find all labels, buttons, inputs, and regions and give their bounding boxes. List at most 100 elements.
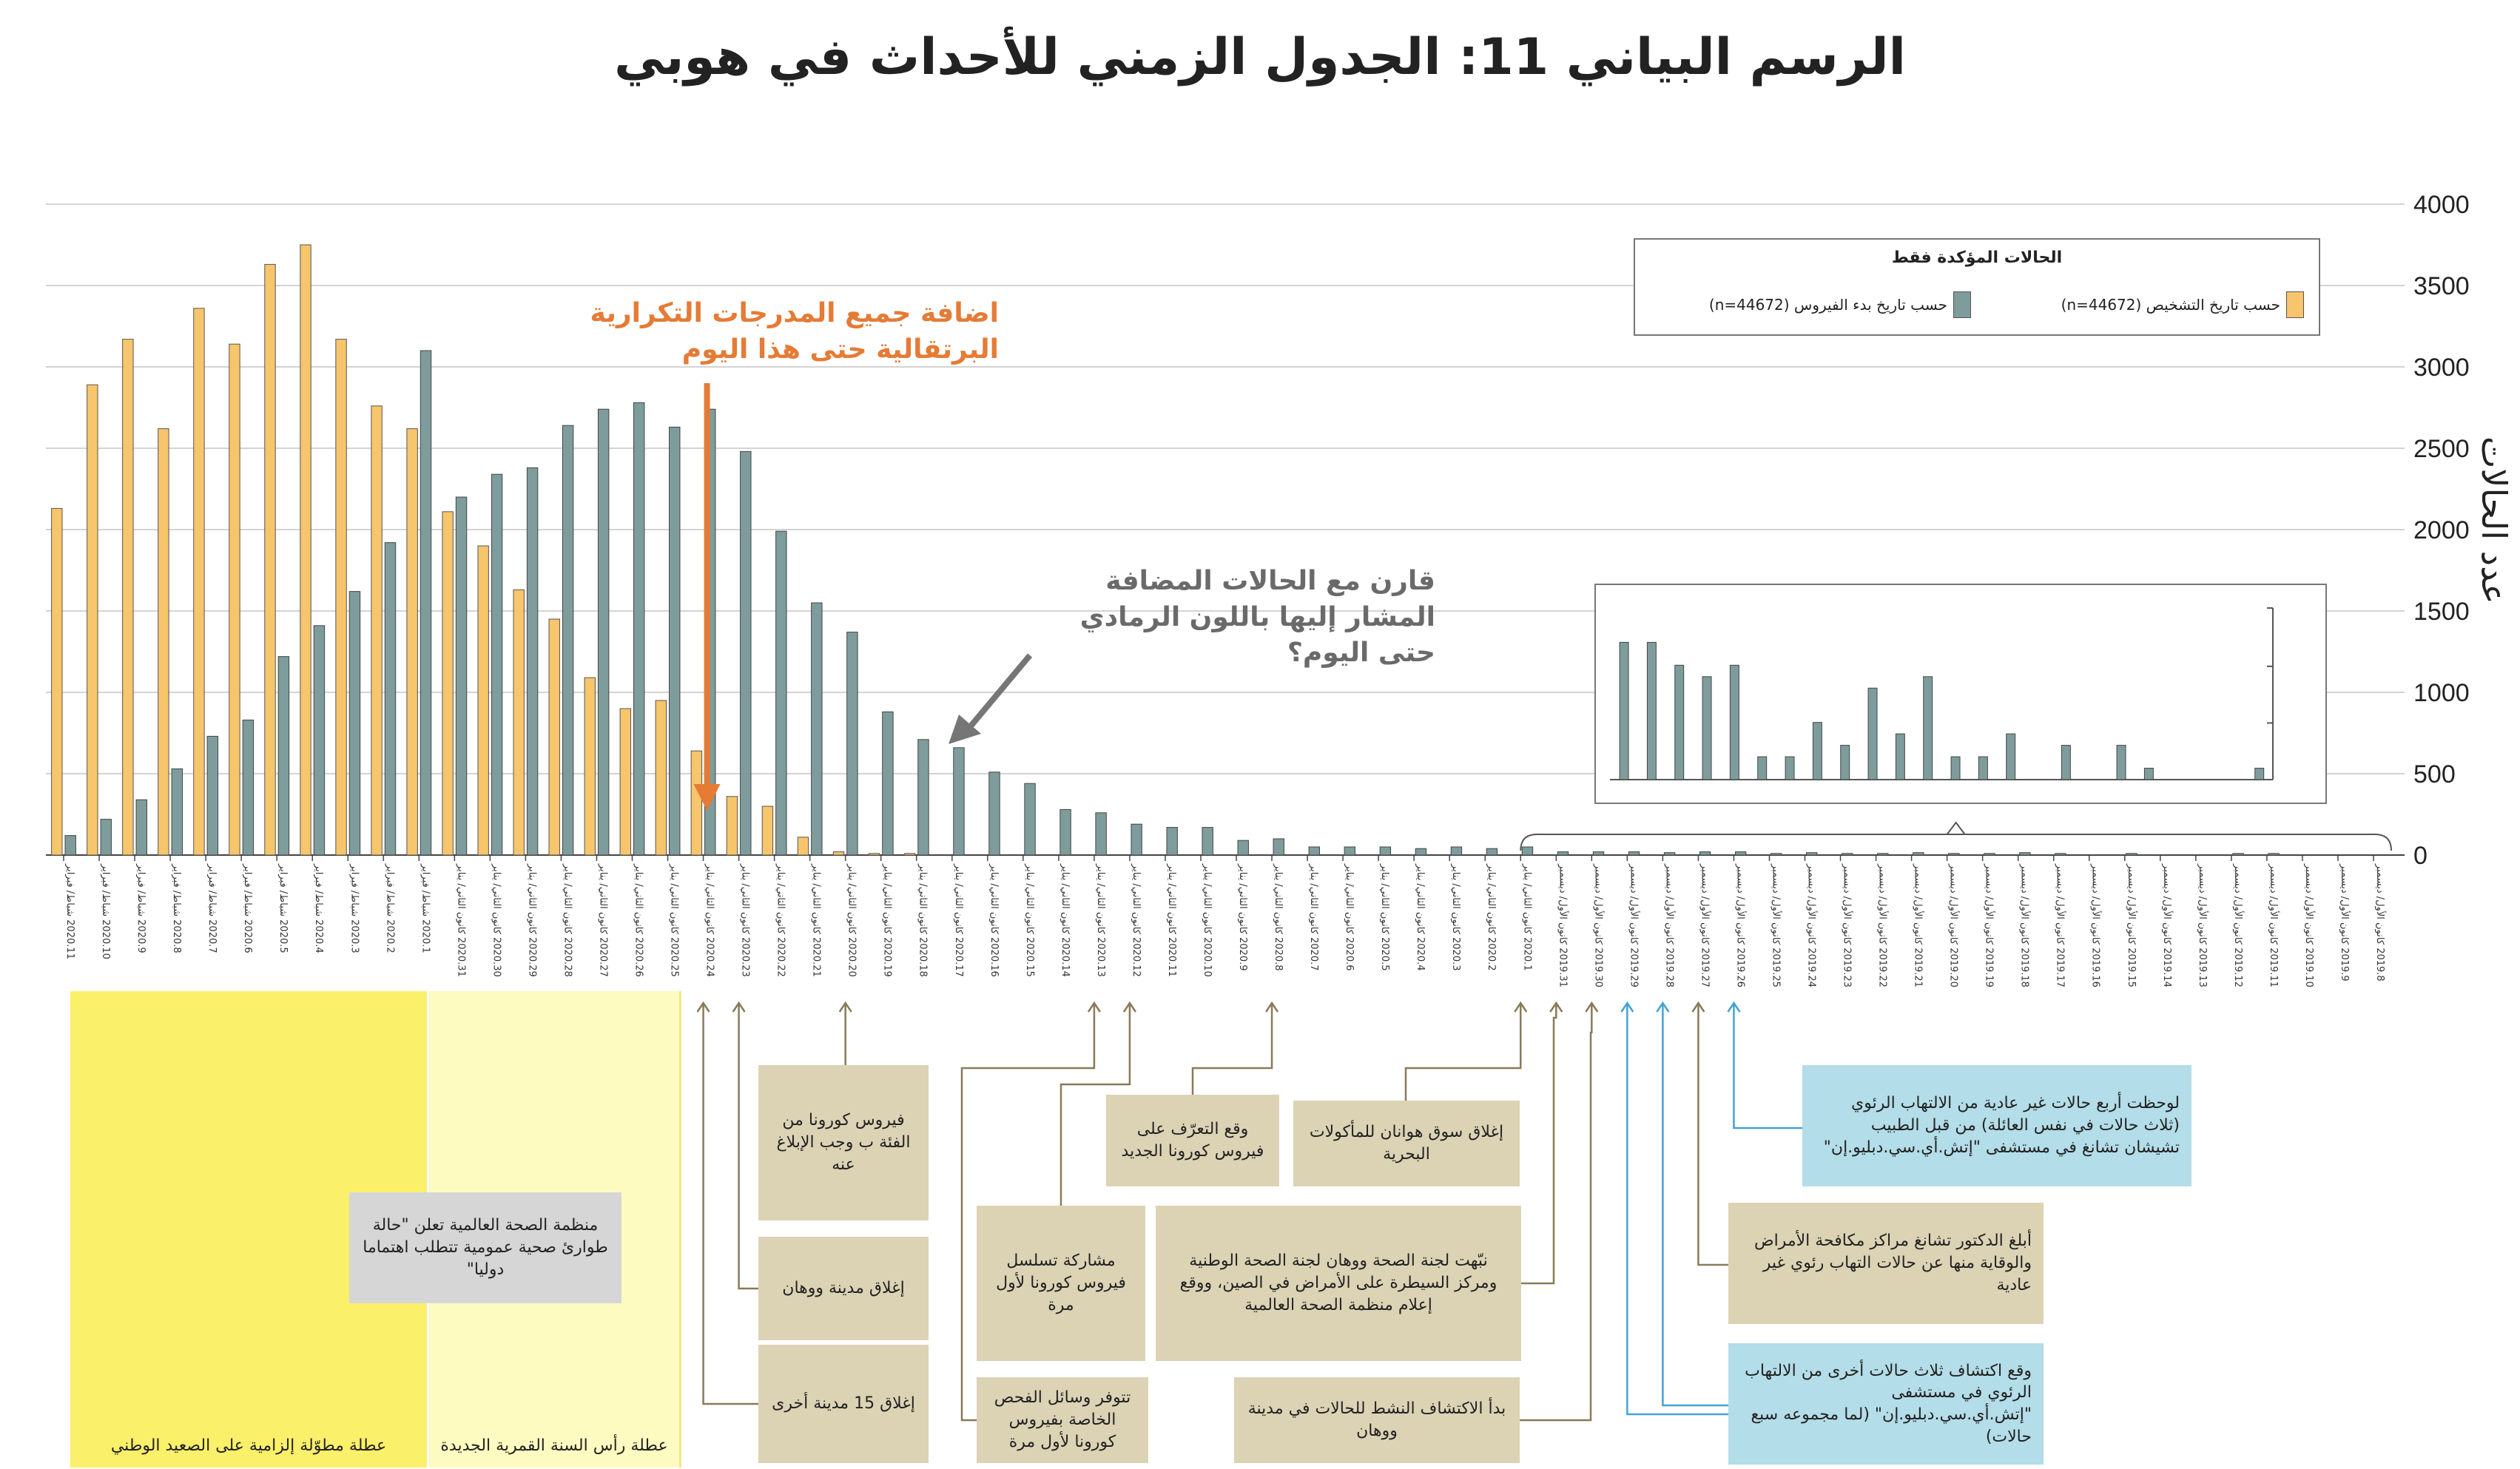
connector-arrowhead — [1620, 1001, 1634, 1013]
bar-onset — [1806, 852, 1818, 856]
gray-note: قارن مع الحالات المضافة المشار إليها بال… — [1079, 566, 1435, 669]
bar-onset — [1166, 827, 1178, 856]
bar-onset — [1592, 851, 1605, 856]
bar-onset — [2232, 853, 2244, 856]
x-tick-label: 2020.7 كانون الثاني/ يناير — [1308, 863, 1319, 971]
y-tick-label: 3500 — [2413, 272, 2470, 300]
bar-onset — [171, 768, 183, 856]
x-tick-label: 2019.9 كانون الأول/ ديسمبر — [2339, 863, 2351, 982]
bar-diagnosis — [442, 511, 454, 856]
inset-bar — [2116, 745, 2126, 780]
connector-line — [1404, 1003, 1522, 1101]
connector-line — [1733, 1003, 1802, 1129]
x-tick-label: 2020.2 شباط/ فبراير — [384, 863, 395, 953]
x-tick-label: 2020.11 كانون الثاني/ يناير — [1166, 863, 1177, 977]
bar-onset — [1131, 823, 1142, 856]
connector-arrowhead — [1514, 1001, 1528, 1013]
callout-active-search: بدأ الاكتشاف النشط للحالات في مدينة ووها… — [1234, 1377, 1520, 1463]
x-tick-label: 2020.14 كانون الثاني/ يناير — [1059, 863, 1071, 977]
bar-onset — [1415, 848, 1427, 856]
inset-bar — [1840, 745, 1850, 780]
holiday-national-label: عطلة مطوّلة إلزامية على الصعيد الوطني — [110, 1436, 387, 1456]
inset-bar — [1950, 756, 1961, 780]
x-tick-label: 2020.13 كانون الثاني/ يناير — [1095, 863, 1106, 977]
bar-diagnosis — [371, 405, 383, 856]
bar-onset — [1842, 853, 1853, 856]
x-tick-label: 2019.16 كانون الأول/ ديسمبر — [2090, 863, 2103, 987]
x-tick-label: 2019.15 كانون الأول/ ديسمبر — [2126, 863, 2138, 987]
bar-onset — [1877, 853, 1889, 856]
bar-diagnosis — [335, 339, 347, 856]
bar-onset — [1202, 827, 1213, 856]
bar-onset — [740, 450, 752, 856]
x-tick-label: 2019.17 كانون الأول/ ديسمبر — [2055, 863, 2067, 987]
bar-onset — [384, 542, 397, 856]
bar-onset — [1095, 812, 1107, 856]
connector-arrowhead — [838, 1001, 852, 1013]
x-tick-label: 2019.21 كانون الأول/ ديسمبر — [1913, 863, 1925, 987]
bar-onset — [1557, 851, 1569, 856]
x-tick-label: 2020.6 شباط/ فبراير — [242, 863, 253, 953]
inset-bar — [2006, 733, 2016, 780]
x-tick-label: 2020.16 كانون الثاني/ يناير — [988, 863, 1000, 977]
x-tick-label: 2019.26 كانون الأول/ ديسمبر — [1734, 863, 1747, 987]
x-tick-label: 2019.11 كانون الأول/ ديسمبر — [2268, 863, 2280, 987]
x-tick-label: 2019.12 كانون الأول/ ديسمبر — [2232, 863, 2245, 987]
legend-label-onset: حسب تاريخ بدء الفيروس (n=44672) — [1708, 296, 1947, 314]
connector-arrowhead — [1122, 1001, 1136, 1013]
x-tick-label: 2020.9 كانون الثاني/ يناير — [1237, 863, 1248, 971]
inset-bar — [2061, 745, 2071, 780]
x-tick-label: 2020.29 كانون الثاني/ يناير — [526, 863, 537, 977]
x-tick-label: 2019.29 كانون الأول/ ديسمبر — [1628, 863, 1640, 987]
bar-onset — [1273, 838, 1284, 856]
bar-onset — [1024, 783, 1036, 856]
bar-onset — [455, 496, 468, 856]
bar-onset — [135, 799, 147, 856]
x-tick-label: 2020.17 كانون الثاني/ يناير — [953, 863, 964, 977]
bar-diagnosis — [690, 750, 703, 856]
bar-onset — [1379, 846, 1392, 856]
connector-arrowhead — [1265, 1001, 1279, 1013]
x-tick-label: 2020.4 شباط/ فبراير — [313, 863, 324, 953]
x-tick-label: 2019.22 كانون الأول/ ديسمبر — [1877, 863, 1890, 987]
x-tick-label: 2020.24 كانون الثاني/ يناير — [704, 863, 715, 977]
bar-onset — [597, 408, 610, 856]
x-tick-label: 2020.31 كانون الثاني/ يناير — [455, 863, 466, 977]
callout-wuhan-lockdown: إغلاق مدينة ووهان — [758, 1237, 929, 1340]
x-tick-label: 2020.11 شباط/ فبراير — [64, 863, 75, 959]
connector-line — [1521, 1003, 1557, 1285]
y-tick-label: 2500 — [2413, 435, 2470, 463]
x-tick-label: 2020.5 شباط/ فبراير — [277, 863, 289, 953]
bar-onset — [1734, 851, 1747, 856]
bar-onset — [811, 602, 823, 856]
callout-three-more: وقع اكتشاف ثلاث حالات أخرى من الالتهاب ا… — [1728, 1343, 2044, 1465]
connector-arrowhead — [732, 1001, 746, 1013]
callout-test-kits: تتوفر وسائل الفحص الخاصة بفيروس كورونا ل… — [977, 1377, 1148, 1463]
legend-label-diagnosis: حسب تاريخ التشخيص (n=44672) — [2061, 296, 2280, 314]
legend-item-diagnosis: حسب تاريخ التشخيص (n=44672) — [2061, 291, 2304, 318]
callout-market-close: إغلاق سوق هوانان للمأكولات البحرية — [1293, 1101, 1520, 1186]
inset-bar — [1895, 733, 1905, 780]
bar-diagnosis — [619, 708, 631, 856]
x-tick-label: 2019.18 كانون الأول/ ديسمبر — [2019, 863, 2032, 987]
y-axis-label: عدد الحالات — [2474, 436, 2514, 604]
inset-bar — [2143, 768, 2154, 780]
callout-four-cases: لوحظت أربع حالات غير عادية من الالتهاب ا… — [1802, 1065, 2191, 1186]
bar-onset — [420, 350, 432, 856]
bar-onset — [526, 467, 539, 856]
legend-title: الحالات المؤكدة فقط — [1891, 249, 2063, 267]
bar-onset — [2019, 852, 2031, 856]
connector-arrowhead — [1691, 1001, 1705, 1013]
x-tick-label: 2019.19 كانون الأول/ ديسمبر — [1984, 863, 1996, 987]
bar-onset — [1308, 846, 1320, 856]
bar-onset — [988, 771, 1000, 856]
connector-arrowhead — [1656, 1001, 1670, 1013]
bar-onset — [1628, 851, 1640, 856]
bar-onset — [100, 819, 112, 856]
x-tick-label: 2020.15 كانون الثاني/ يناير — [1024, 863, 1035, 977]
y-tick-label: 4000 — [2413, 191, 2470, 219]
x-tick-label: 2020.3 كانون الثاني/ يناير — [1450, 863, 1461, 971]
bar-diagnosis — [655, 700, 667, 856]
inset-bar — [1785, 756, 1795, 780]
